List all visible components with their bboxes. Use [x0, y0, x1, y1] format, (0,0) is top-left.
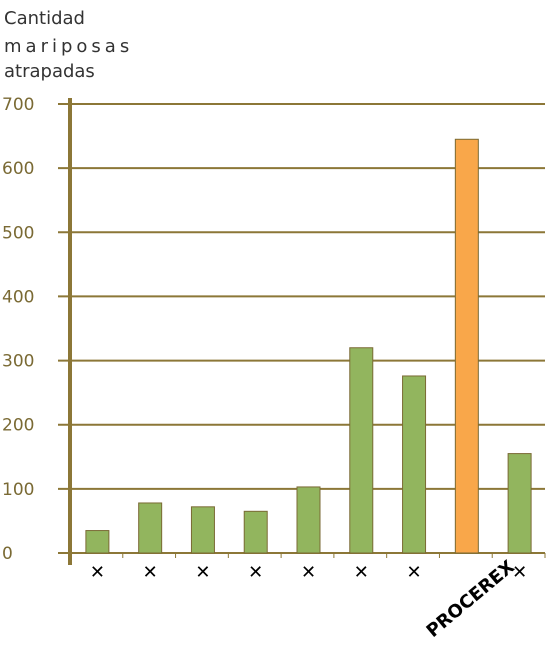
- x-tick-label: ✕: [301, 562, 316, 583]
- y-tick-label: 200: [2, 416, 34, 436]
- y-tick-label: 0: [2, 544, 13, 564]
- bar: [138, 502, 163, 554]
- y-tick-label: 500: [2, 223, 34, 243]
- x-tick-label: ✕: [512, 562, 527, 583]
- bar: [402, 375, 427, 554]
- bar: [85, 530, 110, 554]
- bar: [349, 347, 374, 554]
- y-axis-label-line-1: Cantidad: [4, 8, 85, 29]
- bar: [296, 486, 321, 554]
- y-tick-label: 700: [2, 95, 34, 115]
- x-tick-label: ✕: [354, 562, 369, 583]
- y-tick-label: 600: [2, 159, 34, 179]
- y-tick-label: 400: [2, 287, 34, 307]
- bar-procerex: [454, 138, 479, 554]
- bar: [243, 510, 268, 554]
- y-axis-label-line-2: mariposas: [4, 36, 134, 57]
- x-tick-label: ✕: [90, 562, 105, 583]
- y-tick-label: 100: [2, 480, 34, 500]
- bar: [190, 506, 215, 554]
- y-tick-label: 300: [2, 352, 34, 372]
- y-axis-label-line-3: atrapadas: [4, 61, 95, 82]
- x-tick-label: ✕: [407, 562, 422, 583]
- x-tick-label: ✕: [248, 562, 263, 583]
- x-tick-label: ✕: [143, 562, 158, 583]
- bar: [507, 453, 532, 554]
- x-tick-label: ✕: [195, 562, 210, 583]
- x-tick-label-procerex: PROCEREX: [423, 556, 519, 642]
